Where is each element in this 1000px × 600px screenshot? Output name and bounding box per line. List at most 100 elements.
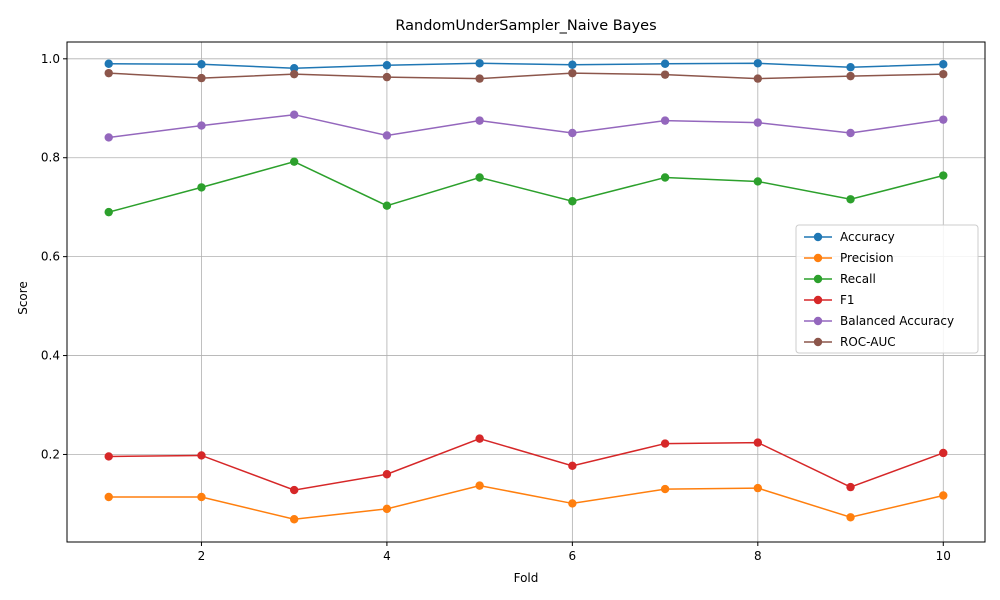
data-point xyxy=(660,116,670,125)
data-point xyxy=(939,491,948,500)
x-ticks: 2 4 6 8 10 xyxy=(198,542,951,563)
data-point xyxy=(846,482,855,492)
x-tick-label: 4 xyxy=(383,549,391,563)
data-point xyxy=(475,74,484,83)
chart-title: RandomUnderSampler_Naive Bayes xyxy=(395,18,656,34)
data-point xyxy=(753,74,763,83)
data-point xyxy=(846,71,855,81)
data-point xyxy=(568,128,577,138)
legend-box xyxy=(795,224,979,354)
y-tick-label: 0.8 xyxy=(41,151,60,165)
data-point xyxy=(475,116,484,125)
data-point xyxy=(197,492,206,502)
series-line xyxy=(108,484,944,521)
data-point xyxy=(104,492,113,502)
x-tick-label: 8 xyxy=(754,549,762,563)
data-point xyxy=(753,118,763,127)
series-f1 xyxy=(104,434,948,495)
legend-item: ROC-AUC xyxy=(804,335,896,349)
legend-item: Accuracy xyxy=(804,230,895,244)
data-point xyxy=(846,513,855,522)
data-point xyxy=(382,131,392,140)
legend-marker xyxy=(813,232,823,242)
series-line xyxy=(108,113,944,139)
legend-marker xyxy=(813,337,823,347)
plot-frame xyxy=(66,41,986,543)
y-tick-label: 0.2 xyxy=(41,447,60,461)
y-tick-label: 0.6 xyxy=(41,250,60,264)
data-point xyxy=(846,63,855,72)
data-point xyxy=(568,60,577,69)
legend-marker xyxy=(813,274,823,284)
series-line xyxy=(108,62,944,69)
series-line xyxy=(108,437,944,491)
data-point xyxy=(568,461,577,471)
data-point xyxy=(104,59,113,68)
data-point xyxy=(197,60,206,69)
data-point xyxy=(197,73,206,83)
data-point xyxy=(568,499,577,508)
data-point xyxy=(289,515,299,524)
y-tick-label: 1.0 xyxy=(41,52,60,66)
data-point xyxy=(382,201,392,210)
data-point xyxy=(289,64,299,73)
series-roc-auc xyxy=(104,68,948,83)
legend-marker xyxy=(813,253,823,263)
legend-marker xyxy=(813,295,823,305)
series-recall xyxy=(104,157,948,217)
data-point xyxy=(104,133,113,142)
x-tick-label: 6 xyxy=(569,549,577,563)
legend: Accuracy Precision Recall F1 Balanced Accura… xyxy=(795,224,979,354)
series-balanced-accuracy xyxy=(104,110,948,142)
series-accuracy xyxy=(104,59,948,73)
data-point xyxy=(660,173,670,182)
data-point xyxy=(939,69,948,79)
legend-item: Balanced Accuracy xyxy=(804,314,954,328)
data-point xyxy=(475,481,484,490)
data-point xyxy=(753,483,763,493)
data-point xyxy=(939,171,948,180)
data-point xyxy=(382,61,392,70)
data-point xyxy=(568,68,577,78)
series-layer xyxy=(104,59,948,524)
data-point xyxy=(382,470,392,479)
data-point xyxy=(939,448,948,458)
data-point xyxy=(382,72,392,82)
data-point xyxy=(289,157,299,166)
data-point xyxy=(939,60,948,69)
data-point xyxy=(475,173,484,182)
data-point xyxy=(568,197,577,206)
data-point xyxy=(104,68,113,78)
data-point xyxy=(197,451,206,460)
legend-label: F1 xyxy=(840,293,855,307)
data-point xyxy=(382,504,392,514)
legend-label: Recall xyxy=(840,272,876,286)
legend-item: Recall xyxy=(804,272,876,286)
data-point xyxy=(753,177,763,186)
series-line xyxy=(108,160,944,213)
y-axis-label: Score xyxy=(16,281,30,315)
data-point xyxy=(939,115,948,124)
legend-label: ROC-AUC xyxy=(840,335,896,349)
data-point xyxy=(846,195,855,204)
data-point xyxy=(104,207,113,217)
legend-label: Precision xyxy=(840,251,894,265)
data-point xyxy=(660,439,670,448)
series-line xyxy=(108,72,944,80)
data-point xyxy=(289,69,299,79)
data-point xyxy=(753,438,763,447)
data-point xyxy=(846,128,855,138)
data-point xyxy=(660,484,670,494)
data-point xyxy=(660,59,670,68)
legend-marker xyxy=(813,316,823,326)
legend-label: Balanced Accuracy xyxy=(840,314,954,328)
data-point xyxy=(753,59,763,68)
data-point xyxy=(660,70,670,79)
series-precision xyxy=(104,481,948,524)
data-point xyxy=(289,110,299,119)
data-point xyxy=(289,485,299,495)
y-ticks: 0.2 0.4 0.6 0.8 1.0 xyxy=(41,52,67,461)
legend-item: Precision xyxy=(804,251,894,265)
data-point xyxy=(475,59,484,68)
